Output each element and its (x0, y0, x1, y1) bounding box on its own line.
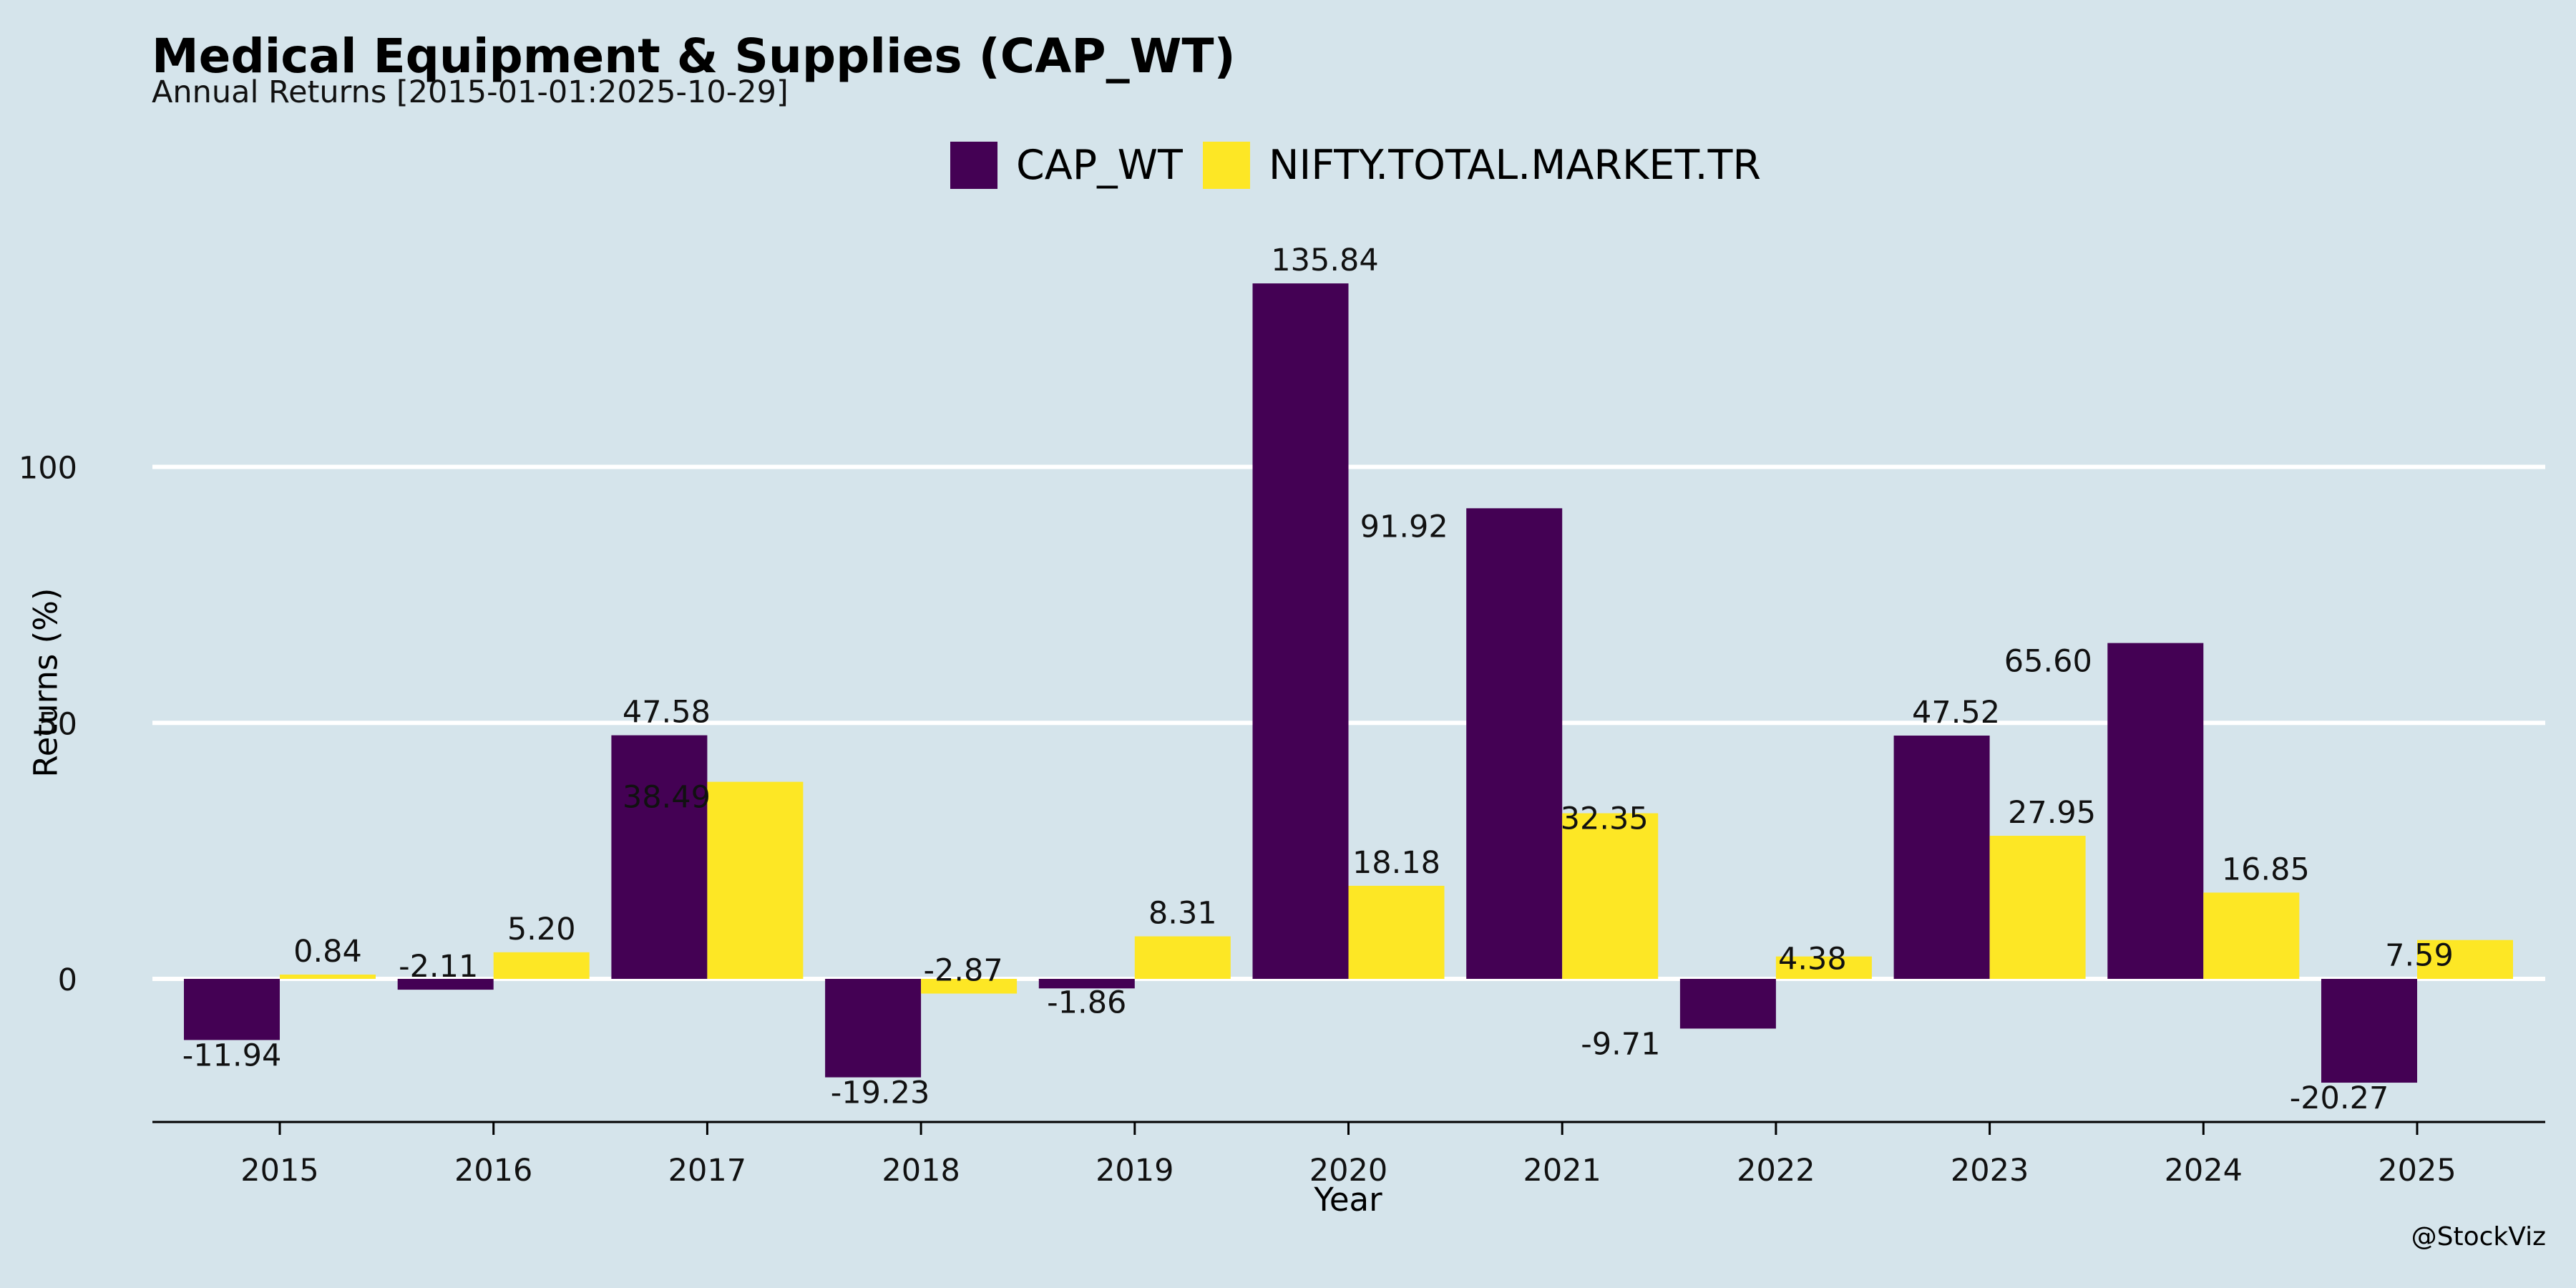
legend: CAP_WT NIFTY.TOTAL.MARKET.TR (950, 142, 1781, 189)
bar-cap-wt-2022 (1679, 979, 1776, 1029)
y-axis-title: Returns (%) (26, 587, 65, 778)
bar-nifty-2023 (1989, 836, 2086, 979)
x-tick-label-2024: 2024 (2165, 1153, 2243, 1189)
legend-item-nifty: NIFTY.TOTAL.MARKET.TR (1202, 142, 1761, 189)
x-tick-label-2022: 2022 (1737, 1153, 1815, 1189)
data-label-cap-wt-2019: -1.86 (1047, 985, 1126, 1020)
data-label-nifty-2016: 5.20 (507, 912, 576, 947)
bar-nifty-2021 (1562, 813, 1659, 979)
bar-nifty-2020 (1348, 885, 1445, 979)
data-label-cap-wt-2018: -19.23 (831, 1075, 930, 1111)
legend-swatch-cap-wt (950, 142, 997, 189)
legend-label-cap-wt: CAP_WT (1016, 142, 1183, 189)
x-tick-label-2017: 2017 (668, 1153, 746, 1189)
chart-subtitle: Annual Returns [2015-01-01:2025-10-29] (152, 74, 789, 110)
legend-swatch-nifty (1202, 142, 1250, 189)
y-tick-label-100: 100 (19, 451, 77, 487)
x-tick-label-2016: 2016 (454, 1153, 532, 1189)
x-tick-label-2018: 2018 (882, 1153, 960, 1189)
credit-label: @StockViz (2411, 1222, 2546, 1252)
x-tick-label-2020: 2020 (1309, 1153, 1387, 1189)
data-label-nifty-2024: 16.85 (2222, 852, 2310, 887)
bar-nifty-2025 (2417, 940, 2513, 979)
chart-title: Medical Equipment & Supplies (CAP_WT) (152, 29, 1236, 84)
bar-cap-wt-2020 (1252, 283, 1349, 979)
data-label-cap-wt-2025: -20.27 (2290, 1080, 2389, 1116)
data-label-cap-wt-2017: 47.58 (623, 695, 711, 731)
bar-cap-wt-2025 (2321, 979, 2417, 1083)
bar-nifty-2019 (1134, 936, 1231, 979)
data-label-nifty-2018: -2.87 (923, 953, 1002, 989)
data-label-cap-wt-2024: 65.60 (2004, 644, 2092, 680)
bar-nifty-2022 (1775, 956, 1872, 979)
x-tick-label-2015: 2015 (240, 1153, 318, 1189)
bar-nifty-2024 (2203, 892, 2300, 979)
bar-cap-wt-2023 (1893, 735, 1990, 979)
x-tick-label-2021: 2021 (1523, 1153, 1601, 1189)
legend-item-cap-wt: CAP_WT (950, 142, 1183, 189)
bar-cap-wt-2018 (825, 979, 922, 1078)
bar-cap-wt-2024 (2107, 643, 2204, 979)
bar-nifty-2018 (921, 979, 1018, 994)
bar-cap-wt-2015 (184, 979, 280, 1040)
data-label-nifty-2020: 18.18 (1352, 845, 1440, 881)
bar-nifty-2017 (707, 781, 804, 979)
data-label-nifty-2015: 0.84 (293, 934, 362, 970)
data-label-cap-wt-2016: -2.11 (399, 949, 478, 985)
data-label-cap-wt-2015: -11.94 (182, 1038, 282, 1073)
x-tick-label-2023: 2023 (1951, 1153, 2029, 1189)
bar-cap-wt-2019 (1038, 979, 1135, 989)
bar-nifty-2016 (493, 952, 590, 979)
bar-cap-wt-2021 (1466, 508, 1563, 979)
data-label-nifty-2025: 7.59 (2385, 938, 2454, 974)
data-label-cap-wt-2022: -9.71 (1581, 1026, 1660, 1062)
x-axis-title: Year (1314, 1181, 1382, 1219)
bar-nifty-2015 (280, 974, 376, 979)
data-label-nifty-2022: 4.38 (1778, 942, 1847, 977)
data-label-nifty-2017: 38.49 (623, 780, 711, 816)
y-tick-label-50: 50 (38, 706, 77, 742)
data-label-nifty-2019: 8.31 (1148, 896, 1217, 932)
data-label-cap-wt-2020: 135.84 (1271, 243, 1378, 278)
x-tick-label-2019: 2019 (1096, 1153, 1174, 1189)
data-label-cap-wt-2021: 91.92 (1360, 509, 1448, 545)
x-tick-label-2025: 2025 (2378, 1153, 2456, 1189)
bar-cap-wt-2016 (397, 979, 494, 990)
legend-label-nifty: NIFTY.TOTAL.MARKET.TR (1268, 142, 1761, 189)
bar-cap-wt-2017 (611, 735, 708, 979)
data-label-nifty-2023: 27.95 (2008, 795, 2096, 831)
data-label-cap-wt-2023: 47.52 (1912, 695, 2000, 731)
y-tick-label-0: 0 (58, 962, 77, 998)
data-label-nifty-2021: 32.35 (1561, 801, 1649, 837)
